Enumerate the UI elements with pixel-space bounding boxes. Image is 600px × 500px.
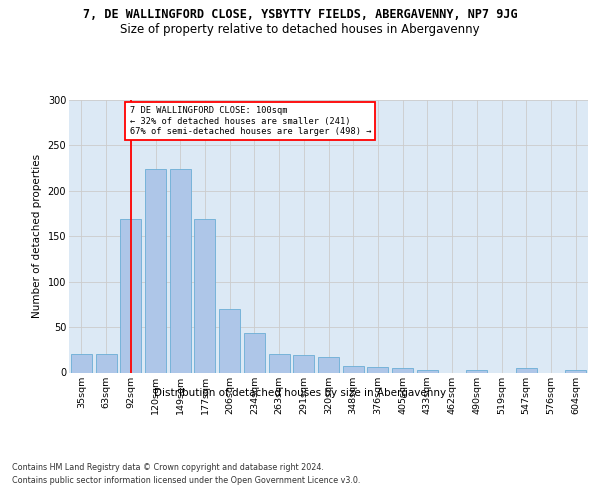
Text: Contains public sector information licensed under the Open Government Licence v3: Contains public sector information licen… xyxy=(12,476,361,485)
Text: 7 DE WALLINGFORD CLOSE: 100sqm
← 32% of detached houses are smaller (241)
67% of: 7 DE WALLINGFORD CLOSE: 100sqm ← 32% of … xyxy=(130,106,371,136)
Bar xyxy=(95,354,116,372)
Bar xyxy=(120,219,141,372)
Bar xyxy=(194,219,215,372)
Y-axis label: Number of detached properties: Number of detached properties xyxy=(32,154,42,318)
Text: Size of property relative to detached houses in Abergavenny: Size of property relative to detached ho… xyxy=(120,22,480,36)
Bar xyxy=(516,368,537,372)
Bar xyxy=(565,370,586,372)
Bar xyxy=(244,334,265,372)
Bar xyxy=(293,355,314,372)
Text: Distribution of detached houses by size in Abergavenny: Distribution of detached houses by size … xyxy=(154,388,446,398)
Bar xyxy=(318,357,339,372)
Bar xyxy=(417,370,438,372)
Bar xyxy=(71,354,92,372)
Text: 7, DE WALLINGFORD CLOSE, YSBYTTY FIELDS, ABERGAVENNY, NP7 9JG: 7, DE WALLINGFORD CLOSE, YSBYTTY FIELDS,… xyxy=(83,8,517,20)
Bar xyxy=(219,309,240,372)
Text: Contains HM Land Registry data © Crown copyright and database right 2024.: Contains HM Land Registry data © Crown c… xyxy=(12,462,324,471)
Bar xyxy=(145,169,166,372)
Bar xyxy=(367,367,388,372)
Bar xyxy=(343,366,364,372)
Bar xyxy=(170,169,191,372)
Bar xyxy=(269,354,290,372)
Bar xyxy=(466,370,487,372)
Bar xyxy=(392,368,413,372)
